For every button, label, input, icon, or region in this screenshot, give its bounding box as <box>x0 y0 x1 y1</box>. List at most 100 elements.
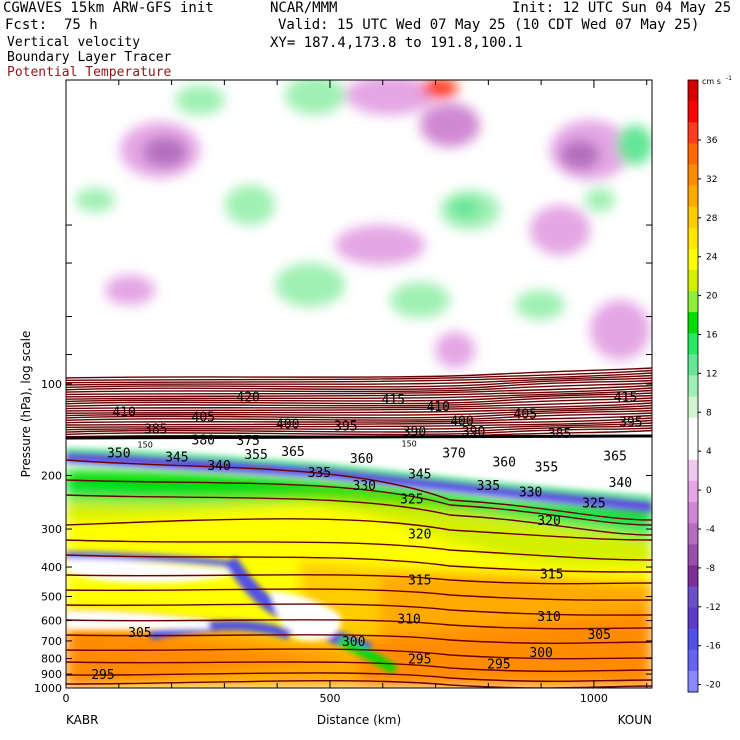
theta-label: 320 <box>537 514 560 529</box>
colorbar-tick-label: 36 <box>706 136 718 146</box>
colorbar-swatch <box>688 586 698 609</box>
x-endpoint-right: KOUN <box>618 713 652 727</box>
theta-label: 295 <box>408 653 431 668</box>
theta-contour <box>66 588 652 601</box>
theta-contour <box>66 399 652 410</box>
colorbar-tick-label: 12 <box>706 369 717 379</box>
boundary-layer-tracer-line <box>65 434 653 440</box>
theta-contour <box>66 389 652 400</box>
theta-label: 365 <box>281 445 304 460</box>
colorbar-swatch <box>688 670 698 693</box>
theta-label: 410 <box>112 405 135 420</box>
theta-label: 300 <box>529 646 552 661</box>
theta-contour <box>66 479 652 526</box>
x-tick-label: 500 <box>319 692 340 705</box>
theta-label: 340 <box>609 476 632 491</box>
theta-label: 360 <box>350 452 373 467</box>
colorbar-tick-label: 0 <box>706 486 712 496</box>
theta-contour <box>66 382 652 393</box>
colorbar-tick-label: -20 <box>706 681 721 691</box>
colorbar-swatch <box>688 649 698 672</box>
theta-label: 385 <box>548 427 571 442</box>
x-endpoint-left: KABR <box>66 713 98 727</box>
y-tick-label: 300 <box>41 523 62 536</box>
theta-contour <box>66 377 652 389</box>
colorbar-frame <box>687 79 699 693</box>
tracer-label: 150 <box>402 440 417 449</box>
theta-label: 325 <box>582 496 605 511</box>
theta-label: 335 <box>308 466 331 481</box>
theta-label: 305 <box>587 628 610 643</box>
colorbar-tick-label: 20 <box>706 292 718 302</box>
theta-contour <box>66 404 652 414</box>
colorbar-swatch <box>688 480 698 503</box>
colorbar-swatch <box>688 101 698 123</box>
theta-contour <box>66 554 652 573</box>
theta-contour <box>66 574 652 585</box>
theta-label: 300 <box>342 635 365 650</box>
fcst-label: Fcst: <box>5 17 48 33</box>
theta-contour <box>66 369 652 382</box>
theta-contour <box>66 392 652 403</box>
y-tick-label: 600 <box>41 615 62 628</box>
x-axis: 0 500 1000 Distance (km) KABR KOUN <box>63 80 652 727</box>
colorbar-swatch <box>688 333 698 355</box>
x-axis-label: Distance (km) <box>317 713 401 727</box>
colorbar-swatch <box>688 143 698 165</box>
theta-label: 395 <box>334 420 357 435</box>
theta-contour <box>66 374 652 386</box>
colorbar-swatch <box>688 80 698 102</box>
theta-label: 395 <box>619 416 642 431</box>
theta-label: 410 <box>426 400 449 415</box>
colorbar-swatch <box>688 396 698 419</box>
theta-label: 405 <box>192 411 215 426</box>
theta-label: 345 <box>408 468 431 483</box>
theta-contour <box>66 672 652 682</box>
tracer-label: 150 <box>138 440 153 449</box>
theta-label: 405 <box>514 407 537 422</box>
colorbar-swatch <box>688 185 698 208</box>
y-tick-label: 400 <box>41 561 62 574</box>
colorbar-tick-label: 24 <box>706 253 718 263</box>
theta-label: 415 <box>382 393 405 408</box>
valid-time: Valid: 15 UTC Wed 07 May 25 (10 CDT Wed … <box>278 17 700 33</box>
theta-contour <box>66 459 652 521</box>
y-tick-label: 700 <box>41 635 62 648</box>
theta-label: 355 <box>244 448 267 463</box>
theta-contour <box>66 422 652 431</box>
theta-label: 400 <box>450 415 473 430</box>
theta-contour <box>66 379 652 391</box>
model-title: CGWAVES 15km ARW-GFS init <box>3 0 214 16</box>
theta-contour <box>66 539 652 561</box>
theta-label: 305 <box>128 626 151 641</box>
theta-label: 310 <box>537 610 560 625</box>
colorbar-swatch <box>688 164 698 187</box>
colorbar-swatch <box>688 312 698 334</box>
theta-contour <box>66 494 652 536</box>
theta-contour <box>66 367 652 379</box>
theta-contour <box>66 419 652 429</box>
colorbar-swatch <box>688 502 698 524</box>
colorbar-swatch <box>688 523 698 545</box>
colorbar-tick-label: -4 <box>706 525 715 535</box>
theta-contour <box>66 603 652 616</box>
theta-label: 320 <box>408 527 431 542</box>
theta-contour <box>66 427 652 436</box>
theta-label: 335 <box>477 479 500 494</box>
theta-label: 325 <box>400 492 423 507</box>
colorbar-swatch <box>688 565 698 587</box>
y-tick-label: 800 <box>41 653 62 666</box>
colorbar-swatch <box>688 438 698 461</box>
theta-contour <box>66 412 652 421</box>
theta-contour <box>66 372 652 384</box>
theta-label: 330 <box>519 486 542 501</box>
colorbar-tick-label: -16 <box>706 642 721 652</box>
colorbar-tick-label: 4 <box>706 447 712 457</box>
theta-label: 315 <box>408 574 431 589</box>
theta-contour <box>66 417 652 426</box>
y-tick-label: 1000 <box>34 682 62 695</box>
y-tick-label: 500 <box>41 590 62 603</box>
theta-label: 295 <box>91 668 114 683</box>
